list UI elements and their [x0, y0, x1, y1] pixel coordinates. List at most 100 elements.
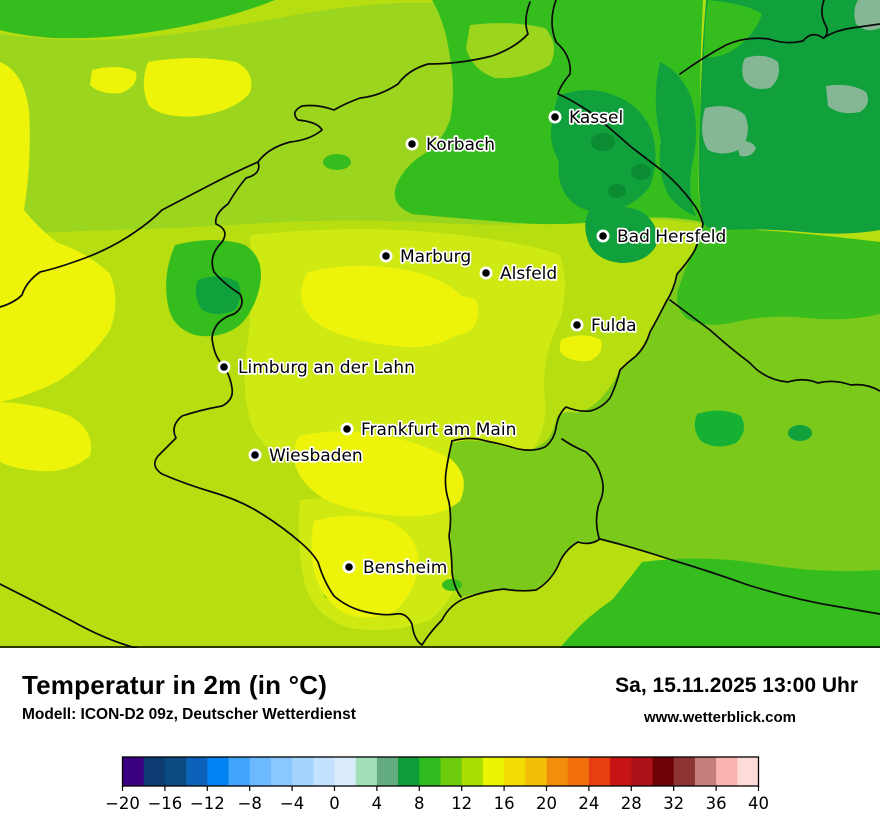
temperature-field	[0, 0, 880, 648]
colorbar-cell	[652, 757, 675, 786]
colorbar-cell	[419, 757, 441, 786]
temperature-colorbar: −20 −16 −12 −8 −4 0 4 8 12 16 20 24 28 32 36 40	[105, 756, 769, 813]
colorbar-cell	[228, 757, 251, 786]
city-label: Korbach	[426, 135, 495, 155]
colorbar-cell	[292, 757, 314, 786]
colorbar-cells	[122, 757, 759, 786]
colorbar-cell	[525, 757, 547, 786]
city-marker: Bensheim	[342, 556, 449, 580]
colorbar-cell	[631, 757, 653, 786]
colorbar-cell	[376, 757, 399, 786]
colorbar-tick-label: 24	[578, 794, 599, 813]
colorbar-cell	[440, 757, 463, 786]
city-marker: Fulda	[570, 314, 638, 338]
city-layer: Kassel Korbach Bad Hersfeld Marburg Alsfeld F…	[217, 106, 728, 580]
page-title: Temperatur in 2m (in °C)	[22, 670, 328, 700]
colorbar-cell	[186, 757, 208, 786]
city-label: Kassel	[569, 108, 623, 128]
colorbar-tick-label: 36	[706, 794, 727, 813]
colorbar-tick-label: 12	[451, 794, 472, 813]
valid-datetime: Sa, 15.11.2025 13:00 Uhr	[615, 674, 858, 697]
city-dot	[382, 252, 390, 260]
border-kassel	[551, 0, 704, 225]
city-dot	[573, 321, 581, 329]
city-label: Fulda	[591, 316, 637, 336]
colorbar-cell	[504, 757, 526, 786]
colorbar-cell	[567, 757, 590, 786]
colorbar-cell	[737, 757, 759, 786]
city-marker: Limburg an der Lahn	[217, 356, 417, 380]
colorbar-cell	[270, 757, 293, 786]
city-marker: Marburg	[379, 245, 473, 269]
map-footer: Temperatur in 2m (in °C) Modell: ICON-D2…	[0, 648, 880, 830]
border-odenwald-arm	[561, 438, 604, 539]
border-rhoen	[669, 299, 880, 392]
colorbar-tick-label: −12	[190, 794, 225, 813]
map-canvas: Kassel Korbach Bad Hersfeld Marburg Alsfeld F…	[0, 0, 880, 648]
colorbar-cell	[482, 757, 505, 786]
city-dot	[345, 563, 353, 571]
colorbar-cell	[461, 757, 484, 786]
colorbar-tick-label: 8	[414, 794, 425, 813]
temperature-map: Kassel Korbach Bad Hersfeld Marburg Alsfeld F…	[0, 0, 880, 648]
border-west	[153, 1, 601, 646]
city-label: Wiesbaden	[269, 446, 363, 466]
colorbar-cell	[164, 757, 187, 786]
border-bottom-left	[0, 583, 137, 648]
city-marker: Alsfeld	[479, 262, 559, 286]
city-label: Bad Hersfeld	[617, 227, 726, 247]
colorbar-tick-label: 20	[536, 794, 557, 813]
city-label: Limburg an der Lahn	[238, 358, 415, 378]
colorbar-tick-label: −8	[238, 794, 262, 813]
colorbar-tick-label: −4	[280, 794, 304, 813]
city-marker: Frankfurt am Main	[340, 418, 518, 442]
colorbar-tick-label: −16	[147, 794, 182, 813]
colorbar-cell	[355, 757, 378, 786]
border-northeast	[679, 23, 880, 75]
colorbar-cell	[313, 757, 335, 786]
colorbar-tick-label: 16	[494, 794, 515, 813]
colorbar-cell	[610, 757, 632, 786]
colorbar-cell	[716, 757, 738, 786]
colorbar-cell	[588, 757, 611, 786]
colorbar-ticks: −20 −16 −12 −8 −4 0 4 8 12 16 20 24 28 32 36 40	[105, 786, 769, 813]
colorbar-tick-label: 32	[663, 794, 684, 813]
city-label: Alsfeld	[500, 264, 557, 284]
city-dot	[220, 363, 228, 371]
website-label: www.wetterblick.com	[644, 709, 796, 726]
model-info: Modell: ICON-D2 09z, Deutscher Wetterdie…	[22, 706, 356, 723]
colorbar-cell	[398, 757, 420, 786]
city-dot	[551, 113, 559, 121]
colorbar-cell	[122, 757, 145, 786]
state-borders	[0, 0, 880, 648]
border-east	[619, 223, 704, 371]
colorbar-cell	[143, 757, 166, 786]
city-marker: Korbach	[405, 133, 497, 157]
colorbar-outline	[121, 756, 760, 787]
colorbar-tick-label: 40	[748, 794, 769, 813]
city-marker: Bad Hersfeld	[596, 225, 728, 249]
border-southeast	[599, 538, 880, 615]
colorbar-cell	[673, 757, 696, 786]
city-marker: Kassel	[548, 106, 625, 130]
border-rp-branch	[0, 161, 259, 308]
colorbar-cell	[249, 757, 272, 786]
city-label: Frankfurt am Main	[361, 420, 516, 440]
city-dot	[482, 269, 490, 277]
colorbar-tick-label: 0	[329, 794, 340, 813]
colorbar-cell	[546, 757, 569, 786]
city-label: Marburg	[400, 247, 471, 267]
city-dot	[343, 425, 351, 433]
city-dot	[251, 451, 259, 459]
city-label: Bensheim	[363, 558, 447, 578]
border-main-line	[451, 369, 621, 451]
city-dot	[599, 232, 607, 240]
city-dot	[408, 140, 416, 148]
colorbar-cell	[334, 757, 357, 786]
border-northeast-spur	[821, 0, 828, 39]
colorbar-tick-label: 4	[372, 794, 383, 813]
border-main-south	[444, 440, 462, 598]
colorbar-tick-label: 28	[621, 794, 642, 813]
colorbar-tick-label: −20	[105, 794, 140, 813]
